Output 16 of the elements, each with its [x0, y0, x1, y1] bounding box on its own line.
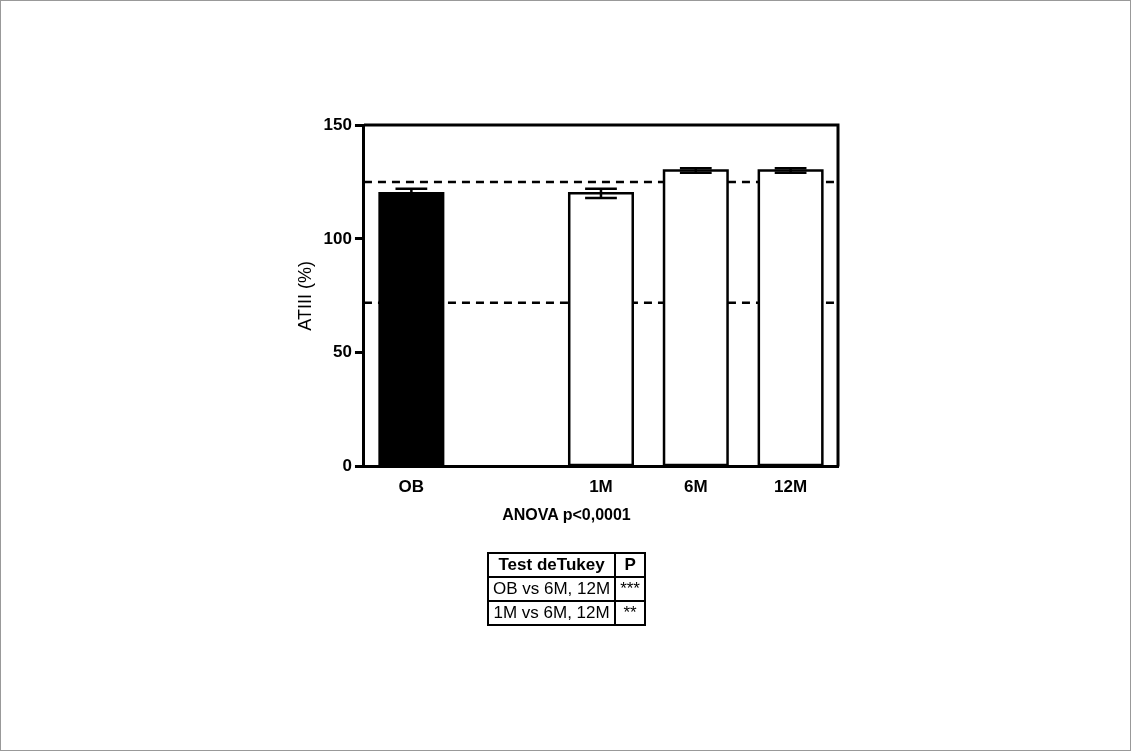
y-tick-label: 100 — [323, 228, 352, 248]
y-tick-label: 0 — [342, 456, 352, 476]
text: Test deTukey — [488, 553, 616, 577]
text: *** — [615, 577, 645, 601]
text: ANOVA p<0,0001 — [501, 506, 632, 524]
y-tick-label: 50 — [333, 342, 352, 362]
y-tick-label: 150 — [323, 114, 352, 134]
text: OB vs 6M, 12M — [488, 577, 616, 601]
text: 1M vs 6M, 12M — [488, 601, 616, 625]
x-tick-label: 12M — [774, 477, 808, 497]
text: P — [615, 553, 645, 577]
x-tick-label: OB — [398, 477, 425, 497]
x-tick-label: 1M — [589, 477, 613, 497]
y-axis-title: ATIII (%) — [294, 260, 315, 331]
text: ** — [615, 601, 645, 625]
x-tick-label: 6M — [683, 477, 708, 497]
